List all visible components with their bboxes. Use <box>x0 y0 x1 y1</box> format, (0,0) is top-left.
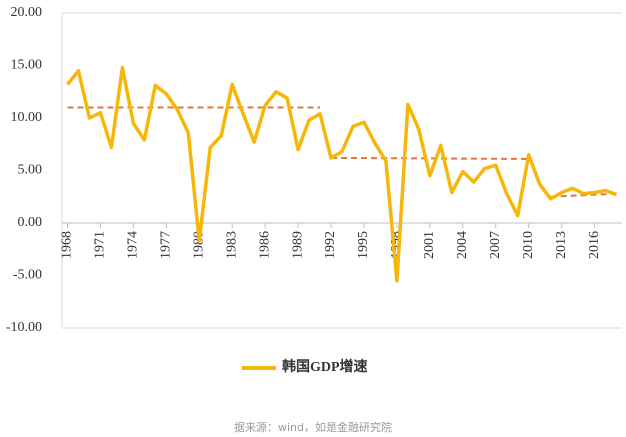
x-tick-label: 2007 <box>488 231 503 259</box>
x-tick-label: 1983 <box>224 231 239 259</box>
y-tick-label: 15.00 <box>11 58 43 73</box>
y-tick-label: -5.00 <box>13 268 42 283</box>
x-tick-label: 1992 <box>323 231 338 259</box>
source-note: 据来源：wind，如是金融研究院 <box>234 420 392 434</box>
y-tick-label: 0.00 <box>18 215 43 230</box>
x-tick-label: 1968 <box>60 231 75 259</box>
y-tick-label: -10.00 <box>6 320 42 335</box>
data-line <box>66 65 618 283</box>
x-tick-label: 1977 <box>159 231 174 259</box>
y-tick-label: 10.00 <box>11 110 43 125</box>
x-tick-label: 2004 <box>455 231 470 259</box>
x-tick-label: 1974 <box>126 231 141 259</box>
x-tick-label: 1989 <box>290 231 305 259</box>
x-tick-label: 2013 <box>554 231 569 259</box>
legend-label: 韩国GDP增速 <box>282 358 368 375</box>
trend-line <box>331 156 529 160</box>
x-tick-label: 1995 <box>356 231 371 259</box>
x-tick-label: 1986 <box>257 231 272 259</box>
x-tick-label: 2016 <box>587 231 602 259</box>
x-tick-label: 2010 <box>521 231 536 259</box>
x-tick-label: 1980 <box>191 231 206 259</box>
x-tick-label: 1971 <box>93 231 108 259</box>
y-tick-label: 5.00 <box>18 163 43 178</box>
y-tick-label: 20.00 <box>11 5 43 20</box>
x-tick-label: 2001 <box>422 231 437 259</box>
